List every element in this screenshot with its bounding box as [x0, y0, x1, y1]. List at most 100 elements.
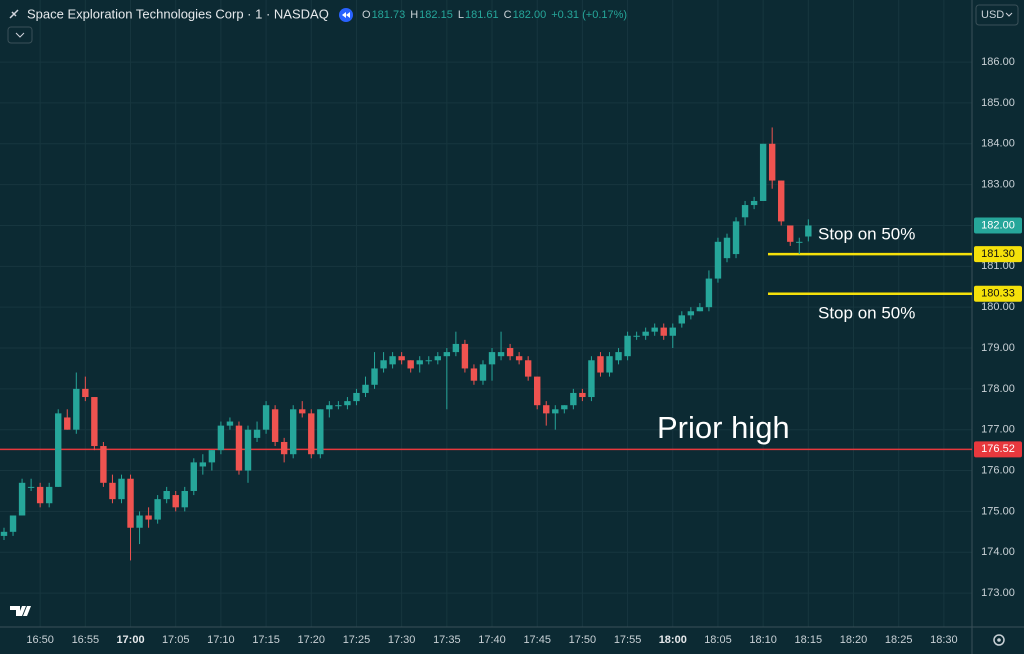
currency-button[interactable]: USD: [975, 4, 1019, 26]
candle-body: [570, 392, 577, 406]
candle-body: [434, 356, 441, 361]
candle-body: [27, 486, 35, 488]
x-tick-label: 17:15: [252, 634, 280, 646]
annotation: Stop on 50%: [818, 224, 915, 243]
stat-label: C: [504, 9, 512, 21]
settings-dot: [997, 638, 1001, 642]
candle-body: [91, 397, 98, 447]
candle-body: [226, 421, 234, 426]
candle-body: [461, 343, 469, 369]
candle-body: [9, 515, 17, 532]
x-tick-label: 18:20: [840, 634, 868, 646]
candle-body: [145, 515, 152, 520]
candle-body: [362, 384, 369, 393]
candle-body: [335, 405, 342, 407]
level-tag: [974, 246, 1022, 263]
x-tick-label: 17:05: [162, 634, 190, 646]
y-tick-label: 173.00: [981, 587, 1015, 599]
x-tick-label: 17:20: [298, 634, 326, 646]
candle-body: [208, 450, 216, 463]
candle-body: [389, 356, 396, 365]
x-tick-label: 17:25: [343, 634, 371, 646]
candle-body: [615, 352, 622, 361]
level-tag-label: 180.33: [981, 288, 1015, 300]
candle-body: [181, 490, 188, 508]
candle-body: [579, 392, 586, 398]
candle-body: [244, 429, 252, 471]
stat-value: 182.00: [513, 9, 547, 21]
candle-body: [299, 409, 306, 414]
annotation: Prior high: [657, 410, 790, 445]
candle-body: [109, 482, 116, 500]
candle-body: [588, 360, 595, 398]
candle-body: [606, 356, 613, 373]
x-tick-label: 18:15: [795, 634, 823, 646]
stat-value: 181.73: [372, 9, 406, 21]
candle-body: [479, 364, 487, 381]
candle-body: [317, 409, 324, 455]
stat-value: 181.61: [465, 9, 499, 21]
candle-body: [633, 335, 640, 337]
candle-body: [597, 356, 604, 373]
candle-body: [217, 425, 225, 451]
candle-body: [443, 352, 451, 357]
y-tick-label: 179.00: [981, 342, 1015, 354]
x-tick-label: 16:55: [72, 634, 100, 646]
last-price-label: 182.00: [981, 219, 1015, 231]
stat-label: L: [458, 9, 464, 21]
y-tick-label: 183.00: [981, 179, 1015, 191]
candle-body: [253, 429, 261, 438]
candle-body: [326, 405, 333, 410]
candle-body: [36, 486, 44, 504]
candle-body: [407, 360, 414, 369]
x-tick-label: 16:50: [26, 634, 54, 646]
candle-body: [696, 307, 704, 312]
candle-body: [127, 478, 134, 528]
candle-body: [669, 327, 676, 336]
symbol-icon: [9, 9, 19, 19]
candle-body: [497, 352, 505, 357]
level-tag-label: 181.30: [981, 248, 1015, 260]
candle-body: [55, 413, 62, 487]
y-tick-label: 181.00: [981, 260, 1015, 272]
candle-body: [344, 401, 351, 406]
replay-button[interactable]: [339, 8, 353, 22]
candle-body: [235, 425, 243, 471]
currency-box[interactable]: [975, 4, 1019, 26]
candle-body: [741, 205, 749, 218]
candle-body: [154, 499, 161, 520]
candle-body: [732, 221, 740, 255]
collapse-button[interactable]: [7, 26, 33, 44]
x-tick-label: 18:25: [885, 634, 913, 646]
candle-body: [136, 515, 143, 528]
candle-body: [271, 409, 279, 442]
header: Space Exploration Technologies Corp · 1 …: [7, 6, 627, 44]
header-stats: O 181.73 H 182.15 L 181.61 C 182.00 +0.31 (+0.17…: [362, 9, 627, 21]
y-tick-label: 185.00: [981, 97, 1015, 109]
candle-body: [678, 315, 686, 324]
candle-body: [561, 405, 568, 410]
candle-body: [353, 392, 360, 402]
candle-body: [687, 311, 695, 316]
candle-body: [0, 531, 8, 536]
candle-body: [73, 388, 80, 430]
candle-body: [45, 486, 53, 504]
level-tag-label: 176.52: [981, 443, 1015, 455]
x-tick-label: 17:50: [569, 634, 597, 646]
candle-body: [515, 356, 523, 361]
candle-body: [118, 478, 125, 500]
candle-body: [18, 482, 26, 516]
y-tick-label: 175.00: [981, 505, 1015, 517]
x-tick-label: 17:30: [388, 634, 416, 646]
candle-body: [289, 409, 297, 455]
y-tick-label: 174.00: [981, 546, 1015, 558]
settings-button[interactable]: [993, 634, 1005, 646]
candle-body: [524, 360, 532, 377]
candle-body: [470, 368, 478, 381]
settings-icon[interactable]: [993, 634, 1005, 646]
candle-body: [425, 360, 432, 362]
candle-body: [624, 335, 631, 357]
candle-body: [308, 413, 315, 455]
